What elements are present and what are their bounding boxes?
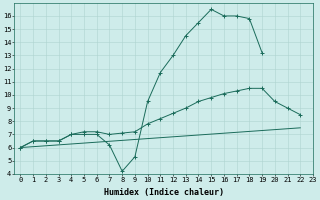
X-axis label: Humidex (Indice chaleur): Humidex (Indice chaleur) bbox=[103, 188, 223, 197]
